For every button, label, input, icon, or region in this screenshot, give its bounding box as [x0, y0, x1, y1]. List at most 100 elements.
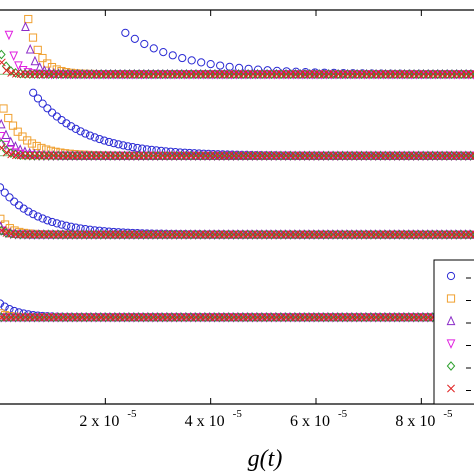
legend-marker-square	[446, 294, 456, 303]
data-point	[0, 188, 9, 197]
data-point	[38, 214, 47, 223]
data-point	[4, 30, 14, 41]
data-point	[29, 210, 38, 219]
data-point	[32, 141, 41, 151]
panel-2-series-x	[0, 143, 474, 160]
data-point	[216, 61, 225, 70]
data-point	[24, 14, 33, 24]
data-point	[123, 142, 133, 151]
x-tick-label: 2 x 10	[79, 413, 119, 430]
data-point	[14, 61, 23, 71]
data-point	[95, 134, 104, 144]
data-point	[23, 136, 32, 145]
panel-1-series-x	[0, 58, 474, 79]
data-point	[178, 53, 187, 63]
data-point	[52, 219, 61, 228]
data-point	[0, 221, 6, 231]
data-point	[81, 129, 90, 138]
data-point	[0, 302, 9, 311]
data-point	[140, 39, 149, 49]
data-point	[24, 207, 33, 216]
x-tick-label-exponent: -5	[338, 408, 348, 420]
data-point	[48, 217, 57, 227]
data-point	[168, 51, 177, 60]
data-point	[2, 66, 11, 75]
data-point	[85, 131, 95, 140]
legend-marker-triangle-down	[446, 339, 456, 349]
data-point	[159, 48, 168, 57]
data-point	[38, 53, 47, 63]
data-point	[133, 143, 142, 153]
data-point	[121, 28, 130, 37]
legend-marker-triangle-up	[446, 315, 456, 326]
data-point	[0, 49, 6, 60]
data-point	[43, 216, 52, 225]
data-point	[9, 51, 19, 62]
data-point	[7, 69, 16, 77]
x-tick-label: 8 x 10	[395, 413, 435, 430]
data-point	[5, 193, 14, 202]
data-point	[114, 140, 123, 149]
data-point	[29, 88, 38, 97]
data-point	[62, 119, 71, 128]
data-point	[90, 133, 99, 142]
legend-box	[433, 259, 474, 405]
data-marks	[0, 14, 474, 323]
data-point	[33, 45, 42, 54]
data-point	[8, 121, 18, 130]
data-point	[33, 94, 43, 103]
data-point	[0, 104, 8, 113]
data-point	[100, 136, 109, 145]
data-point	[67, 122, 76, 131]
data-point	[4, 113, 13, 123]
x-tick-label-exponent: -5	[443, 408, 453, 420]
data-point	[471, 230, 474, 239]
data-point	[197, 58, 206, 67]
legend	[433, 259, 474, 405]
data-point	[0, 226, 6, 235]
data-point	[30, 55, 40, 66]
data-point	[23, 68, 33, 78]
data-point	[33, 212, 43, 221]
data-point	[471, 70, 474, 79]
data-point	[0, 58, 6, 67]
data-point	[149, 44, 158, 53]
x-ticks: 2 x 10 -5 4 x 10 -5 6 x 10 -5 8 x 10 -5	[79, 10, 453, 430]
data-point	[187, 56, 196, 65]
data-point	[109, 139, 118, 148]
x-tick-label-exponent: -5	[127, 408, 137, 420]
data-point	[128, 143, 137, 152]
x-axis-title: g(t)	[248, 446, 283, 472]
data-point	[57, 220, 66, 229]
data-point	[119, 141, 128, 150]
x-tick-label-exponent: -5	[233, 408, 243, 420]
data-point	[471, 151, 474, 160]
data-point	[1, 145, 11, 156]
legend-marker-diamond	[446, 361, 456, 371]
data-point	[71, 124, 80, 134]
data-point	[67, 222, 76, 231]
data-point	[7, 150, 16, 159]
data-point	[104, 137, 114, 147]
data-point	[130, 34, 139, 43]
panel-3-series-x	[0, 226, 474, 239]
data-point	[13, 127, 22, 136]
data-point	[19, 204, 28, 213]
data-point	[2, 229, 11, 237]
data-point	[206, 60, 215, 69]
data-point	[470, 230, 474, 238]
data-point	[62, 221, 71, 230]
data-point	[43, 104, 52, 113]
x-tick-label: 4 x 10	[185, 413, 225, 430]
legend-marker-circle	[446, 271, 456, 281]
data-point	[0, 131, 6, 142]
data-point	[28, 33, 38, 42]
data-point	[27, 139, 37, 148]
x-tick-label: 6 x 10	[290, 413, 330, 430]
data-point	[470, 151, 474, 159]
data-point	[38, 99, 47, 108]
data-point	[0, 183, 5, 192]
data-point	[25, 43, 35, 54]
data-point	[2, 148, 11, 157]
